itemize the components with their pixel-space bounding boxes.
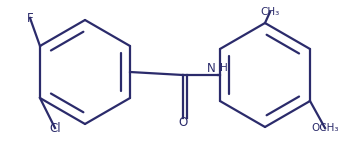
Text: CH₃: CH₃ (260, 7, 279, 17)
Text: O: O (178, 116, 188, 130)
Text: Cl: Cl (49, 122, 61, 135)
Text: N: N (207, 62, 216, 75)
Text: H: H (220, 63, 228, 73)
Text: OCH₃: OCH₃ (311, 123, 339, 133)
Text: F: F (27, 11, 33, 24)
